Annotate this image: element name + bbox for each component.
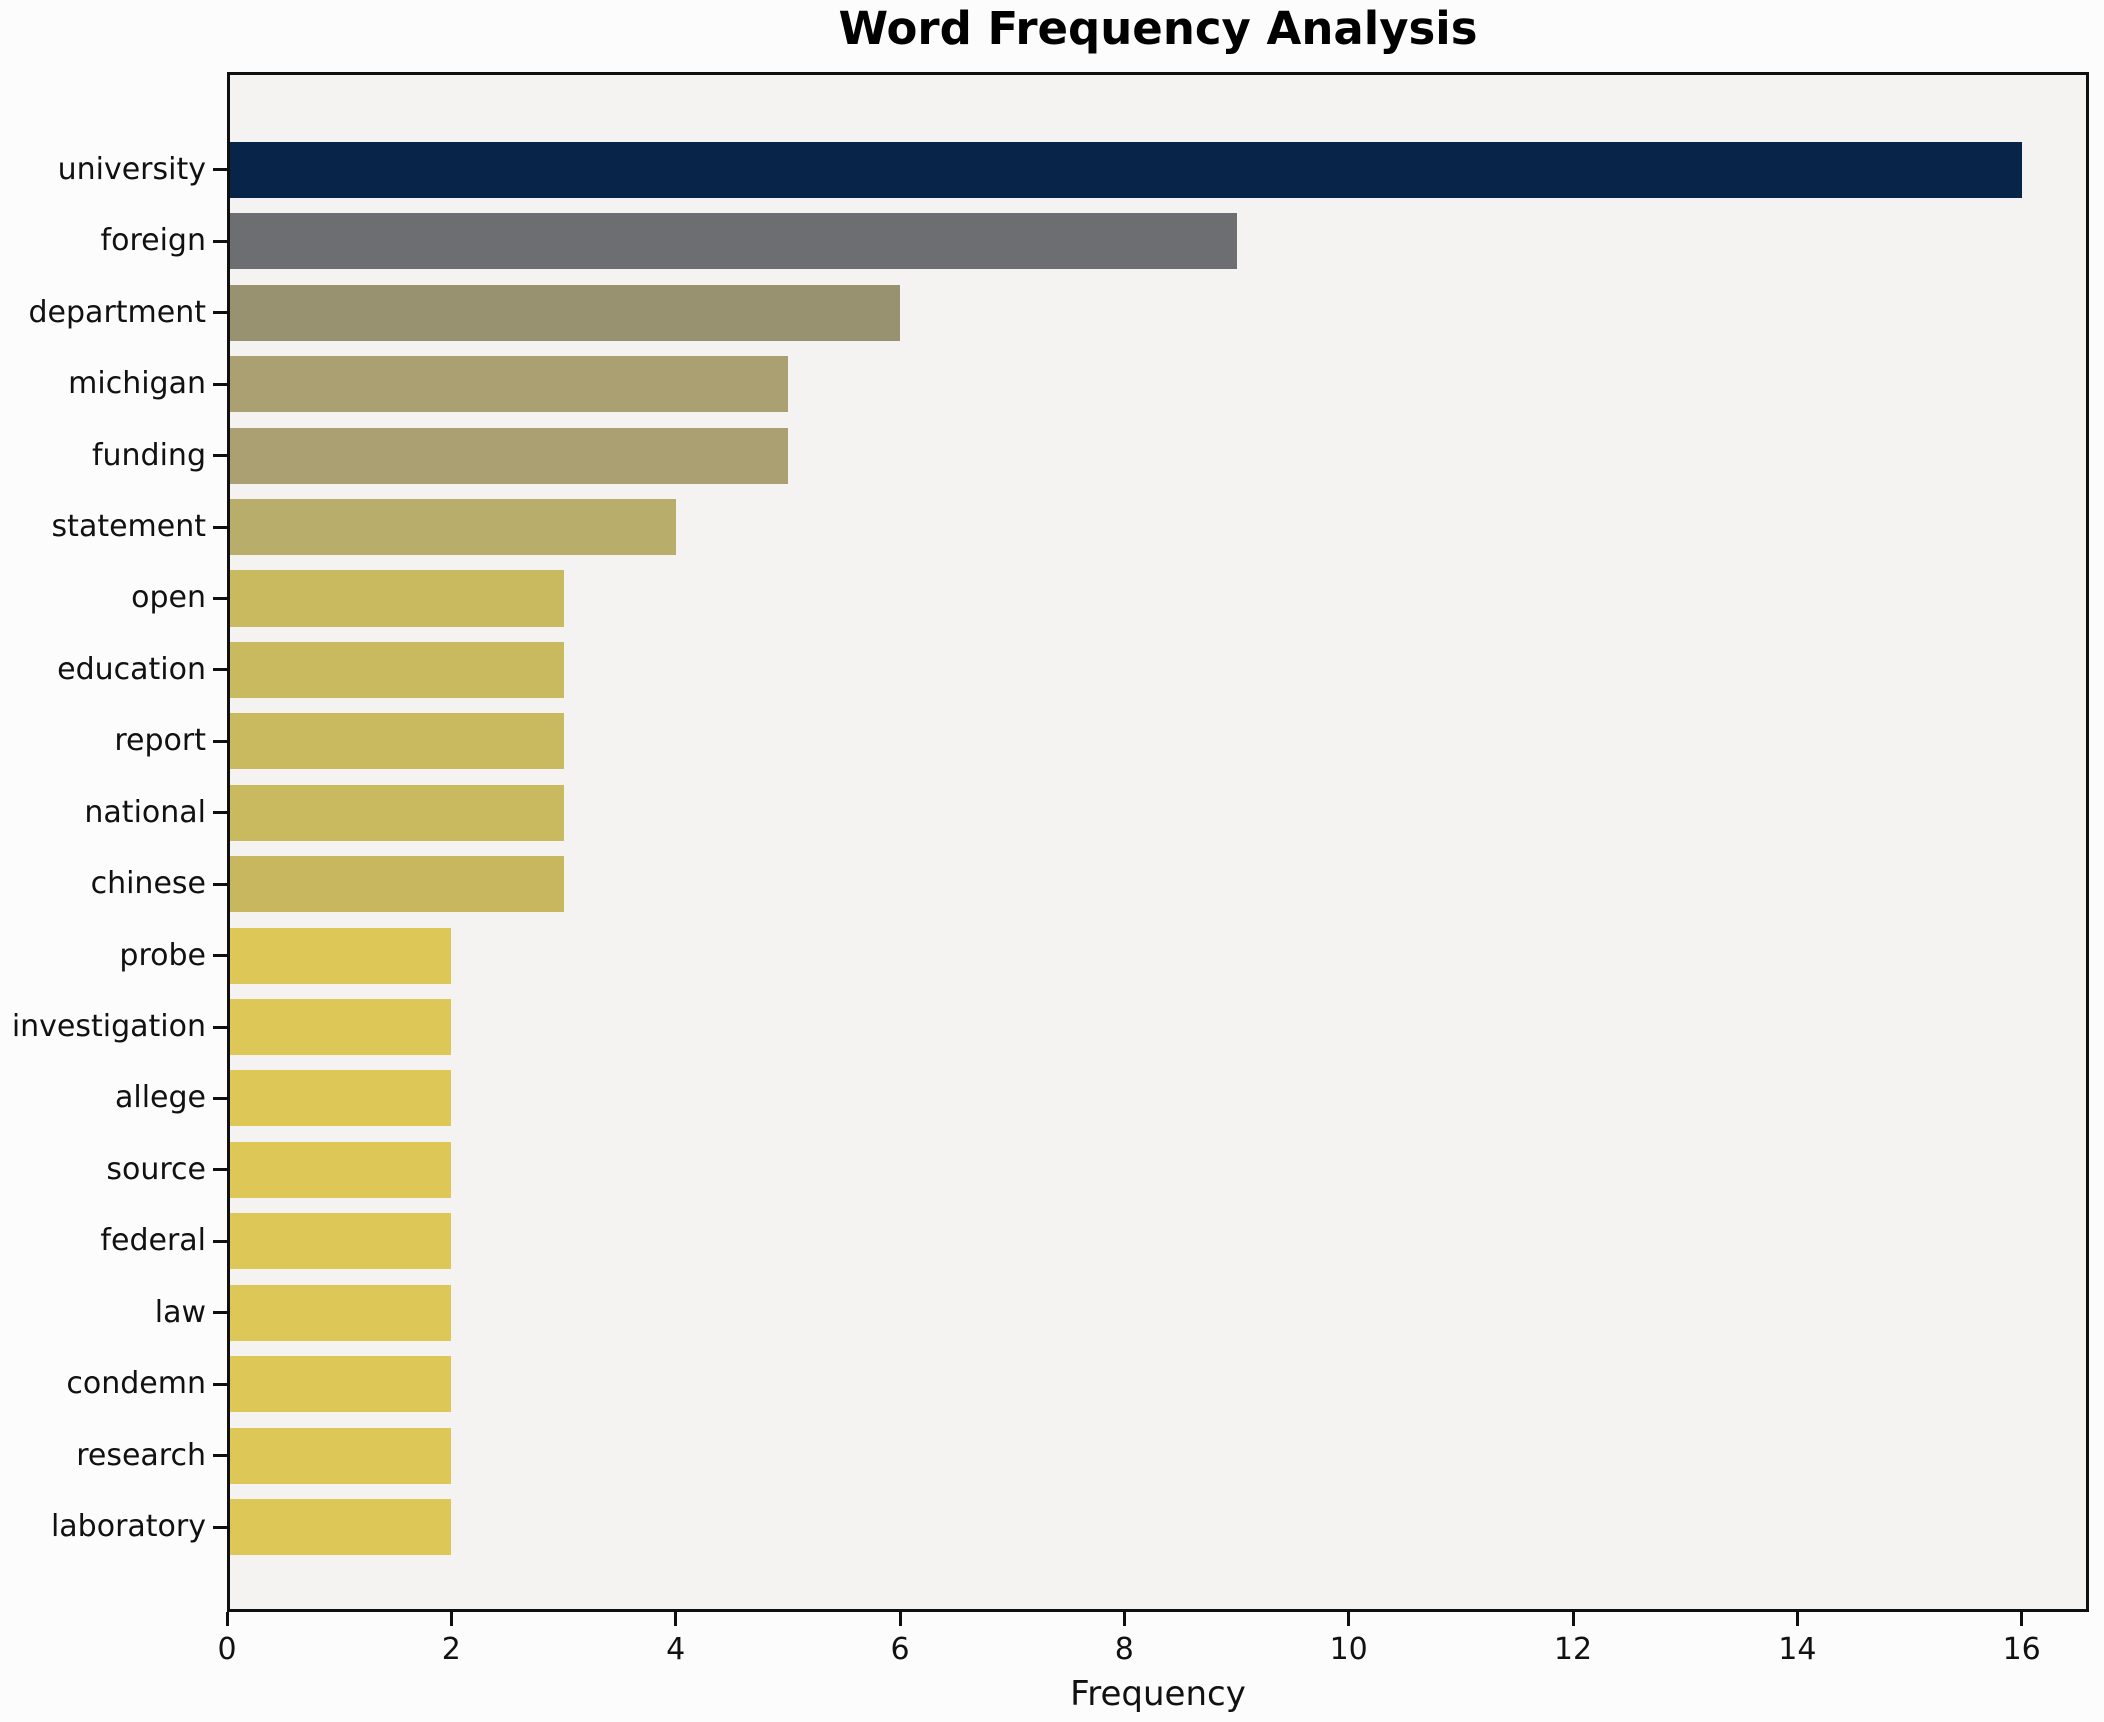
bar-research — [230, 1427, 452, 1484]
x-tick-mark — [449, 1612, 453, 1626]
y-tick-label-statement: statement — [51, 509, 206, 545]
y-tick-mark — [213, 882, 227, 886]
bar-funding — [230, 427, 788, 484]
bar-chinese — [230, 856, 564, 913]
y-tick-label-michigan: michigan — [68, 366, 206, 402]
y-tick-label-education: education — [57, 651, 206, 687]
y-tick-mark — [213, 168, 227, 172]
chart-title: Word Frequency Analysis — [838, 2, 1478, 55]
x-tick-mark — [1795, 1612, 1799, 1626]
y-tick-mark — [213, 1525, 227, 1529]
y-tick-label-open: open — [131, 580, 206, 616]
x-tick-label-6: 6 — [890, 1632, 910, 1667]
y-tick-label-condemn: condemn — [66, 1366, 206, 1402]
bar-source — [230, 1141, 452, 1198]
bar-allege — [230, 1070, 452, 1127]
y-tick-label-funding: funding — [91, 437, 206, 473]
x-tick-mark — [1571, 1612, 1575, 1626]
x-tick-mark — [898, 1612, 902, 1626]
x-axis-label: Frequency — [1070, 1674, 1246, 1714]
x-tick-label-14: 14 — [1778, 1632, 1817, 1667]
y-tick-label-probe: probe — [119, 937, 206, 973]
y-tick-label-federal: federal — [100, 1223, 206, 1259]
y-tick-mark — [213, 739, 227, 743]
x-tick-label-12: 12 — [1553, 1632, 1593, 1667]
y-tick-label-report: report — [114, 723, 206, 759]
x-tick-mark — [1122, 1612, 1126, 1626]
y-tick-mark — [213, 454, 227, 458]
x-tick-mark — [1347, 1612, 1351, 1626]
x-tick-label-2: 2 — [441, 1632, 461, 1667]
bar-education — [230, 641, 564, 698]
x-tick-label-16: 16 — [2002, 1632, 2041, 1667]
y-tick-label-allege: allege — [114, 1080, 206, 1116]
x-tick-label-10: 10 — [1329, 1632, 1368, 1667]
bar-federal — [230, 1213, 452, 1270]
y-tick-mark — [213, 311, 227, 315]
y-tick-mark — [213, 1382, 227, 1386]
y-tick-label-laboratory: laboratory — [50, 1509, 206, 1545]
bar-laboratory — [230, 1498, 452, 1556]
y-tick-label-law: law — [154, 1294, 206, 1330]
y-tick-mark — [213, 1168, 227, 1172]
x-tick-label-0: 0 — [217, 1632, 237, 1667]
y-tick-mark — [213, 954, 227, 958]
y-tick-mark — [213, 1239, 227, 1243]
y-tick-label-chinese: chinese — [90, 866, 206, 902]
bar-university — [230, 141, 2022, 198]
y-tick-mark — [213, 1454, 227, 1458]
x-tick-mark — [225, 1612, 229, 1626]
bar-statement — [230, 499, 676, 556]
bar-law — [230, 1284, 452, 1341]
bar-investigation — [230, 999, 452, 1056]
y-tick-mark — [213, 1311, 227, 1315]
y-tick-mark — [213, 668, 227, 672]
x-tick-mark — [2020, 1612, 2024, 1626]
y-tick-label-department: department — [28, 294, 206, 330]
bar-probe — [230, 927, 452, 984]
bar-report — [230, 713, 564, 770]
y-tick-label-source: source — [106, 1151, 206, 1187]
y-tick-label-research: research — [76, 1437, 206, 1473]
bar-open — [230, 570, 564, 627]
x-tick-mark — [674, 1612, 678, 1626]
y-tick-mark — [213, 525, 227, 529]
y-tick-label-national: national — [84, 794, 206, 830]
y-tick-label-investigation: investigation — [11, 1009, 206, 1045]
x-tick-label-8: 8 — [1114, 1632, 1134, 1667]
bar-condemn — [230, 1356, 452, 1413]
y-tick-mark — [213, 382, 227, 386]
bar-national — [230, 784, 564, 841]
bar-department — [230, 284, 900, 341]
y-tick-mark — [213, 1025, 227, 1029]
y-tick-mark — [213, 1096, 227, 1100]
y-tick-mark — [213, 811, 227, 815]
y-tick-mark — [213, 596, 227, 600]
x-tick-label-4: 4 — [666, 1632, 686, 1667]
bar-foreign — [230, 213, 1237, 270]
y-tick-label-university: university — [57, 151, 206, 187]
bar-michigan — [230, 356, 788, 413]
y-tick-label-foreign: foreign — [100, 223, 206, 259]
y-tick-mark — [213, 239, 227, 243]
